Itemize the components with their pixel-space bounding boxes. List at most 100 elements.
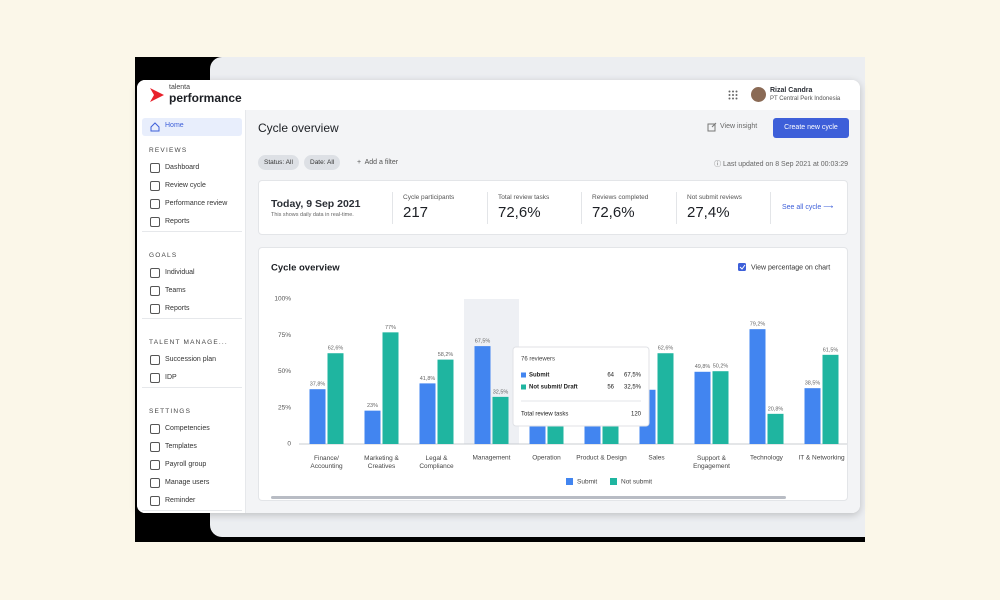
y-tick-label: 25% bbox=[278, 404, 291, 411]
plus-icon: + bbox=[357, 159, 362, 166]
logo-icon bbox=[150, 88, 164, 102]
checkbox[interactable] bbox=[738, 263, 746, 271]
tooltip-total: 120 bbox=[631, 412, 642, 418]
divider bbox=[770, 192, 771, 224]
bar bbox=[804, 388, 821, 444]
user-company: PT Central Perk Indonesia bbox=[770, 96, 841, 102]
nav-item[interactable]: Competencies bbox=[165, 425, 210, 432]
nav-item[interactable]: Reminder bbox=[165, 497, 196, 504]
nav-icon bbox=[150, 163, 160, 173]
view-insight[interactable]: View insight bbox=[720, 123, 758, 130]
nav-item[interactable]: Succession plan bbox=[165, 356, 216, 363]
divider bbox=[142, 231, 242, 232]
nav-icon bbox=[150, 286, 160, 296]
nav-item[interactable]: Performance review bbox=[165, 200, 228, 207]
user-name: Rizal Candra bbox=[770, 87, 813, 94]
filter-chip[interactable]: Date: All bbox=[304, 155, 341, 170]
home-icon bbox=[150, 122, 160, 132]
nav-icon bbox=[150, 496, 160, 506]
value-label: 61,5% bbox=[823, 347, 839, 353]
tooltip-title: 76 reviewers bbox=[521, 357, 555, 363]
stat-label: Reviews completed bbox=[592, 194, 649, 201]
nav-icon bbox=[150, 199, 160, 209]
value-label: 32,5% bbox=[493, 389, 509, 395]
stat-value: 27,4% bbox=[687, 204, 730, 221]
apps-icon[interactable] bbox=[728, 90, 738, 100]
nav-icon bbox=[150, 217, 160, 227]
nav-item[interactable]: Reports bbox=[165, 305, 190, 312]
legend-swatch bbox=[610, 478, 617, 485]
nav-item[interactable]: Payroll group bbox=[165, 461, 207, 468]
x-tick-label: Marketing & Creatives bbox=[364, 455, 399, 470]
stat-value: 72,6% bbox=[498, 204, 541, 221]
tooltip-row-percent: 32,5% bbox=[624, 385, 642, 391]
chart-card: Cycle overview View percentage on chart … bbox=[258, 247, 849, 501]
nav-icon bbox=[150, 355, 160, 365]
nav-icon bbox=[150, 268, 160, 278]
nav-item[interactable]: IDP bbox=[165, 374, 177, 381]
create-button[interactable]: Create new cycle bbox=[773, 118, 849, 138]
section-title: SETTINGS bbox=[149, 408, 192, 415]
legend-label: Submit bbox=[577, 479, 597, 486]
section-title: GOALS bbox=[149, 252, 178, 259]
header: talenta performance Rizal Candra PT Cent… bbox=[137, 80, 860, 111]
tooltip-total-label: Total review tasks bbox=[521, 412, 568, 418]
summary-date: Today, 9 Sep 2021 bbox=[271, 198, 361, 210]
x-tick-label: IT & Networking bbox=[798, 455, 845, 462]
add-filter-label: Add a filter bbox=[364, 159, 399, 166]
stat-value: 72,6% bbox=[592, 204, 635, 221]
brand-small: talenta bbox=[169, 84, 191, 91]
nav-item[interactable]: Individual bbox=[165, 269, 195, 276]
y-tick-label: 100% bbox=[274, 296, 291, 303]
bar bbox=[712, 371, 729, 444]
tooltip-swatch bbox=[521, 384, 526, 390]
home-item[interactable]: Home bbox=[142, 118, 242, 136]
app-window: talenta performance Rizal Candra PT Cent… bbox=[137, 80, 860, 513]
tooltip bbox=[512, 346, 650, 427]
value-label: 62,6% bbox=[658, 346, 674, 352]
last-updated-text: Last updated on 8 Sep 2021 at 00:03:29 bbox=[723, 161, 848, 168]
checkmark bbox=[739, 264, 746, 270]
divider bbox=[581, 192, 582, 224]
stat-label: Cycle participants bbox=[403, 194, 455, 201]
nav-item[interactable]: Reports bbox=[165, 218, 190, 225]
checkbox-label: View percentage on chart bbox=[751, 264, 830, 271]
see-all[interactable]: See all cycle ⟶ bbox=[782, 204, 834, 211]
stat-label: Not submit reviews bbox=[687, 194, 742, 201]
bar bbox=[694, 371, 711, 444]
page-title: Cycle overview bbox=[258, 121, 339, 135]
filter-chip[interactable]: Status: All bbox=[258, 155, 299, 170]
nav-item[interactable]: Review cycle bbox=[165, 182, 206, 189]
chart: Cycle overview View percentage on chart … bbox=[271, 263, 849, 499]
hover-band bbox=[464, 299, 519, 444]
tooltip-row-name: Not submit/ Draft bbox=[529, 385, 578, 391]
tooltip-swatch bbox=[521, 372, 526, 378]
add-filter[interactable]: + Add a filter bbox=[357, 159, 398, 166]
summary-note: This shows daily data in real-time. bbox=[271, 212, 354, 218]
y-tick-label: 50% bbox=[278, 368, 291, 375]
avatar[interactable] bbox=[751, 87, 766, 102]
nav-item[interactable]: Dashboard bbox=[165, 164, 200, 171]
x-tick-label: Sales bbox=[648, 455, 665, 462]
x-tick-label: Operation bbox=[532, 455, 561, 462]
bar bbox=[419, 383, 436, 444]
x-tick-label: Technology bbox=[750, 455, 784, 462]
nav-item[interactable]: Templates bbox=[165, 443, 197, 450]
value-label: 41,8% bbox=[420, 376, 436, 382]
value-label: 67,5% bbox=[475, 339, 491, 345]
divider bbox=[142, 318, 242, 319]
x-tick-label: Support & Engagement bbox=[693, 455, 730, 470]
nav-item[interactable]: Teams bbox=[165, 287, 186, 294]
value-label: 58,2% bbox=[438, 352, 454, 358]
see-all-label: See all cycle bbox=[782, 204, 822, 211]
insight-icon bbox=[707, 122, 717, 132]
value-label: 37,8% bbox=[310, 382, 326, 388]
tooltip-row-count: 56 bbox=[607, 385, 614, 391]
section-title: REVIEWS bbox=[149, 147, 188, 154]
tooltip-row-name: Submit bbox=[529, 373, 549, 379]
stat-label: Total review tasks bbox=[498, 194, 550, 201]
value-label: 79,2% bbox=[750, 322, 766, 328]
tooltip-row-count: 64 bbox=[607, 373, 614, 379]
x-tick-label: Legal & Compliance bbox=[419, 455, 454, 470]
nav-item[interactable]: Manage users bbox=[165, 479, 210, 486]
